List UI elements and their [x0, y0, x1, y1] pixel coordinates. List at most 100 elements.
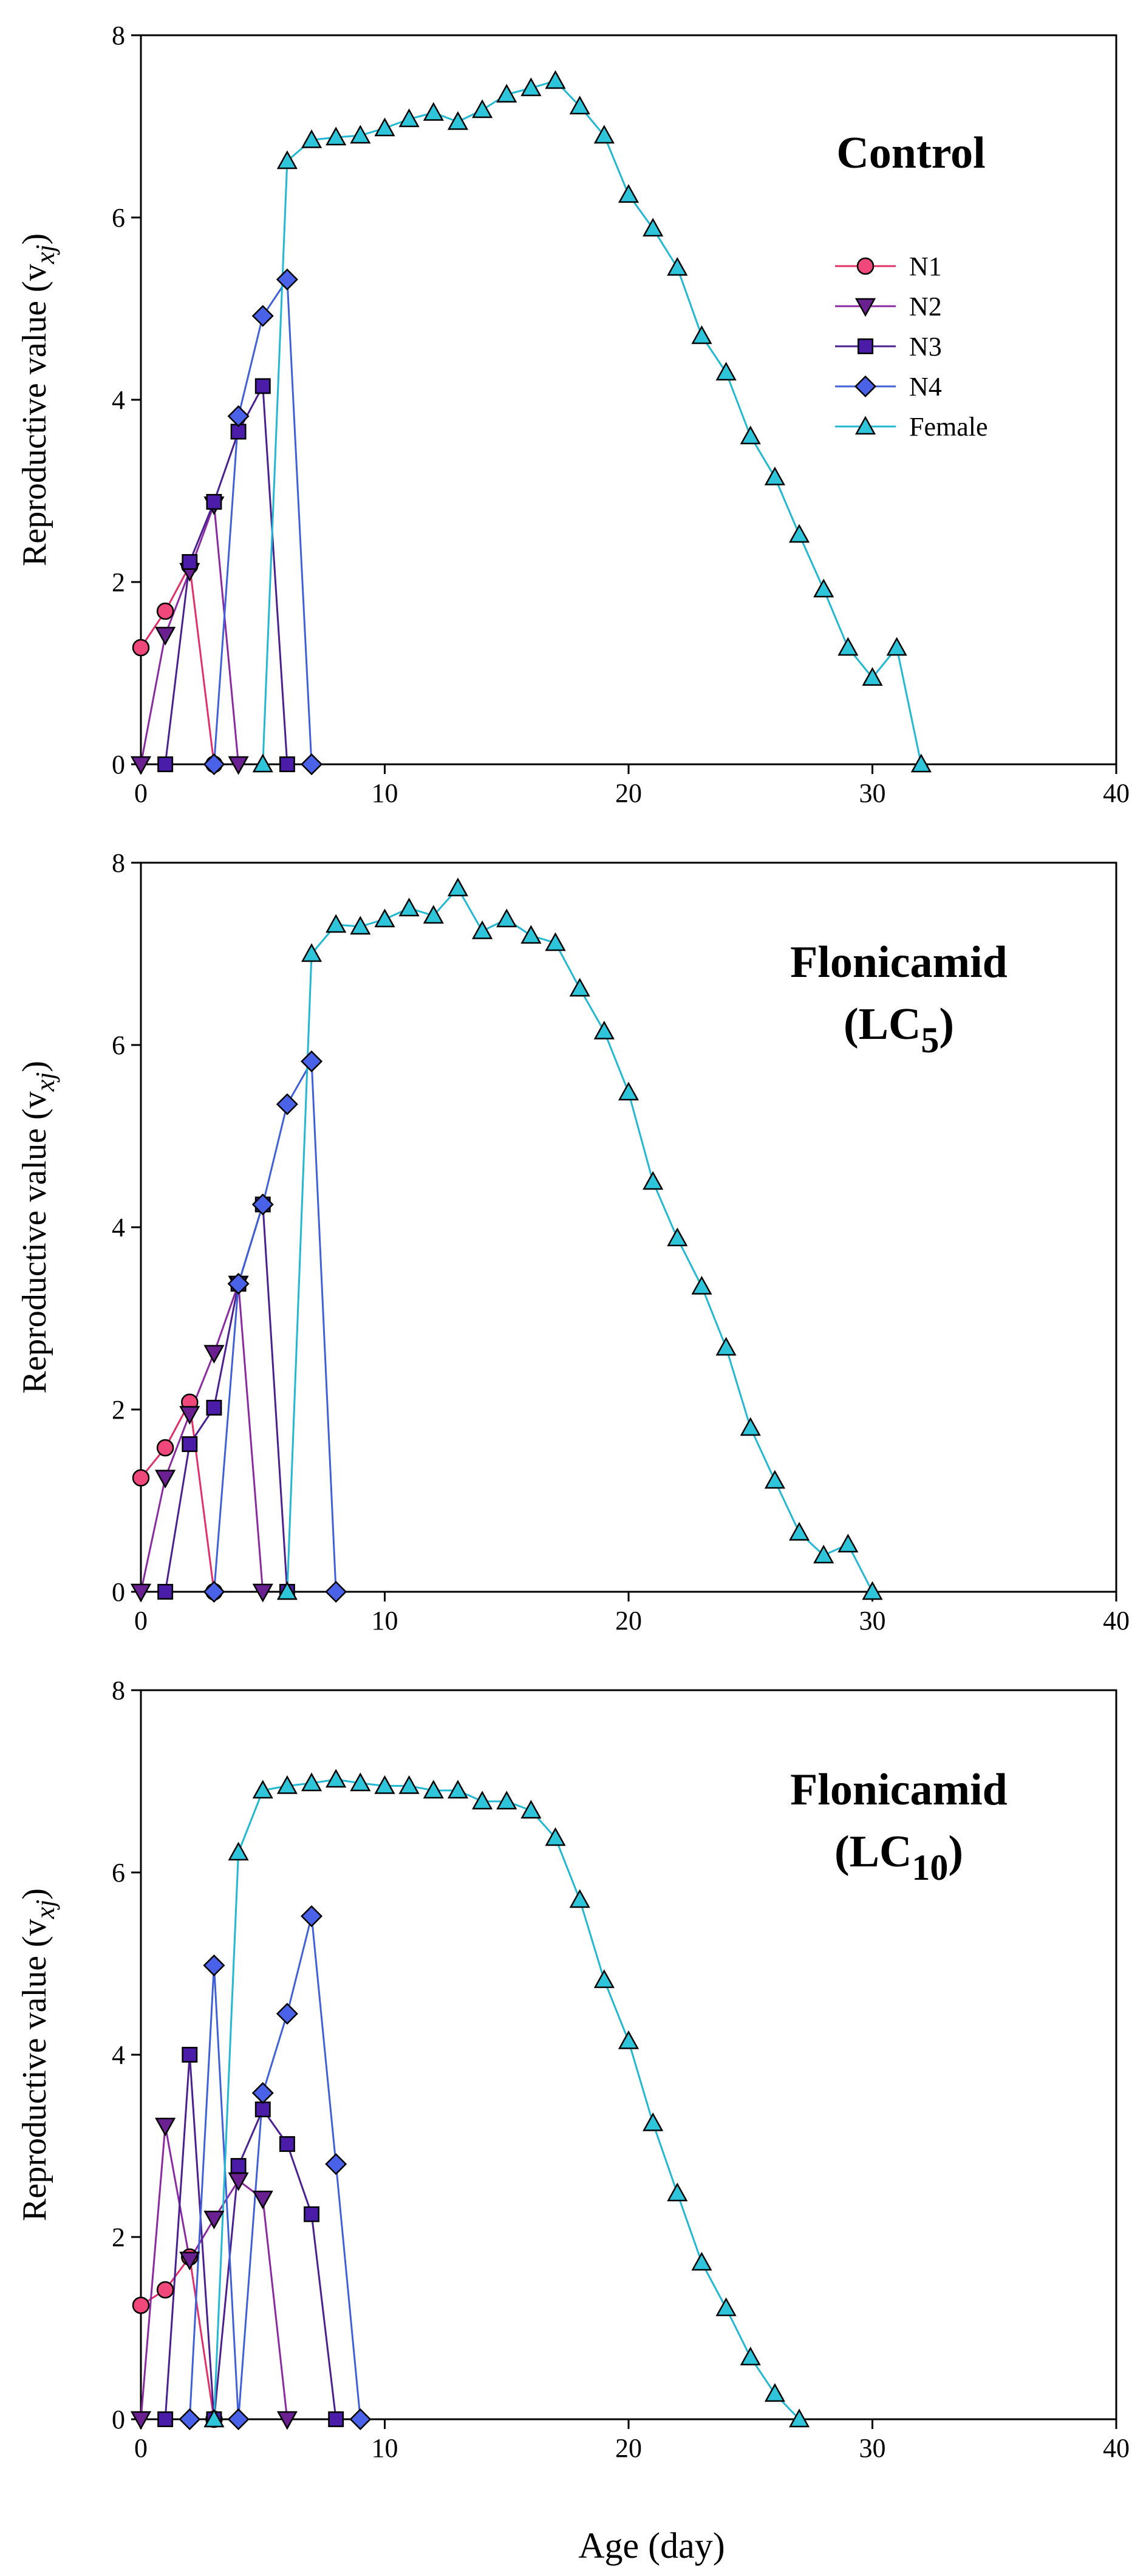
data-point-female: [691, 1275, 712, 1295]
data-point-n4: [251, 1193, 274, 1216]
data-point-female: [643, 2112, 664, 2131]
data-point-n3: [182, 554, 198, 570]
data-point-female: [862, 1581, 883, 1600]
data-point-n4: [349, 2408, 372, 2431]
data-point-female: [715, 1337, 737, 1356]
data-point-female: [691, 325, 712, 344]
data-point-female: [569, 1889, 590, 1908]
data-point-n2: [203, 2210, 225, 2230]
series-line-n2: [140, 1283, 264, 1592]
legend-marker: [854, 375, 877, 398]
data-point-n4: [301, 753, 323, 776]
legend-label: Female: [909, 412, 988, 442]
data-point-n3: [279, 2136, 295, 2152]
data-point-female: [496, 83, 517, 103]
panel-title: Control: [836, 128, 985, 178]
series-line-female: [262, 80, 923, 765]
y-tick-label: 0: [112, 1577, 125, 1607]
data-point-n2: [228, 756, 249, 775]
data-point-female: [326, 126, 347, 146]
data-point-n3: [157, 2411, 174, 2427]
panel-title: Flonicamid: [790, 937, 1008, 987]
y-tick-label: 6: [112, 1858, 125, 1888]
x-tick-label: 10: [372, 2433, 398, 2463]
data-point-n4: [276, 1093, 298, 1115]
data-point-female: [398, 897, 420, 917]
data-point-female: [326, 1769, 347, 1788]
data-point-n3: [182, 2047, 198, 2063]
series-line-n4: [213, 276, 313, 765]
y-axis-title: Reproductive value (vxj): [16, 233, 60, 566]
data-point-n4: [276, 2002, 298, 2025]
legend-marker: [858, 338, 873, 354]
data-point-female: [520, 925, 542, 944]
data-point-female: [788, 524, 810, 543]
data-point-female: [276, 1775, 298, 1794]
data-point-n2: [130, 756, 152, 775]
data-point-female: [813, 1544, 834, 1564]
data-point-n4: [227, 1272, 250, 1295]
data-point-female: [520, 77, 542, 97]
data-point-n1: [156, 602, 174, 620]
data-point-female: [788, 1521, 810, 1541]
data-point-female: [423, 905, 444, 924]
data-point-female: [423, 1780, 444, 1799]
y-tick-label: 2: [112, 2222, 125, 2252]
y-axis-title: Reproductive value (vxj): [16, 1061, 60, 1394]
y-tick-label: 0: [112, 750, 125, 779]
data-point-n2: [252, 2190, 273, 2210]
data-point-n4: [325, 2153, 347, 2176]
data-point-n4: [203, 1954, 225, 1977]
panel-3: 0 10 20 30 40 0 2 4 6 8 Reproductive value (vxj) Fl…: [16, 1676, 1130, 2463]
data-point-n1: [156, 1439, 174, 1457]
legend-item: N2: [835, 292, 942, 321]
data-point-n1: [132, 2297, 150, 2314]
legend: N1 N2 N3 N4 Female: [835, 252, 988, 442]
y-tick-label: 8: [112, 848, 125, 878]
data-point-female: [764, 466, 785, 485]
data-point-n2: [155, 1470, 176, 1489]
x-tick-label: 40: [1103, 2433, 1130, 2463]
data-point-female: [740, 2346, 761, 2366]
y-tick-label: 2: [112, 567, 125, 597]
data-point-female: [667, 1227, 688, 1247]
data-point-n2: [203, 1345, 225, 1364]
data-point-female: [618, 183, 640, 203]
data-point-n4: [301, 1050, 323, 1073]
data-point-female: [252, 1780, 273, 1799]
data-point-n3: [182, 1436, 198, 1452]
legend-item: N1: [835, 252, 942, 281]
data-point-female: [715, 2297, 737, 2317]
data-point-n4: [227, 405, 250, 428]
data-point-female: [374, 1775, 395, 1794]
panel-title: Flonicamid: [790, 1765, 1008, 1815]
y-tick-label: 4: [112, 1213, 125, 1242]
data-point-n2: [155, 626, 176, 646]
x-tick-label: 40: [1103, 1606, 1130, 1636]
series-line-n3: [164, 1204, 288, 1592]
data-point-female: [374, 908, 395, 928]
data-point-female: [837, 1533, 859, 1553]
x-tick-label: 0: [134, 1606, 148, 1636]
data-point-n4: [179, 2408, 201, 2431]
data-point-female: [447, 1780, 469, 1799]
data-point-n4: [203, 753, 225, 776]
data-point-female: [301, 129, 322, 148]
data-point-female: [740, 425, 761, 445]
data-point-female: [447, 111, 469, 130]
data-point-n3: [279, 756, 295, 772]
data-point-female: [886, 637, 907, 656]
data-point-n4: [251, 2081, 274, 2105]
series-line-n4: [213, 1058, 337, 1592]
data-point-female: [398, 1775, 420, 1794]
data-point-n3: [157, 756, 174, 772]
data-point-female: [252, 753, 273, 773]
data-point-female: [374, 117, 395, 137]
data-point-n2: [252, 1583, 273, 1603]
data-point-female: [643, 218, 664, 237]
series-line-n3: [164, 383, 288, 765]
data-point-female: [593, 1969, 615, 1989]
legend-item: N3: [835, 332, 942, 361]
data-point-n1: [132, 1469, 150, 1487]
